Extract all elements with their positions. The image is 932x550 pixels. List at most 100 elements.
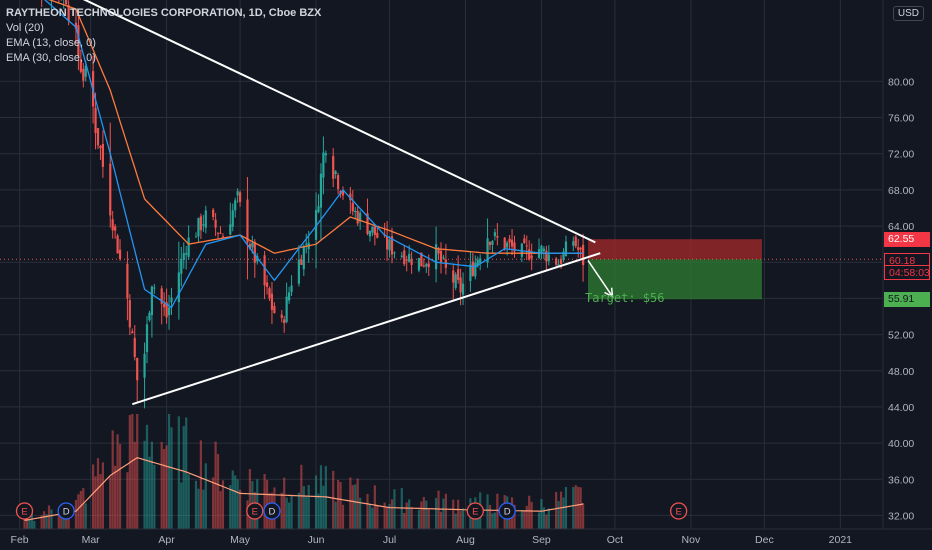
earnings-marker[interactable] [246,502,264,520]
volume-bar [559,491,563,529]
candle-body [148,312,151,321]
event-letter: D [63,507,70,518]
volume-bar [40,515,43,529]
earnings-marker[interactable] [466,502,484,520]
volume-bar [163,449,166,529]
candle-body [491,241,494,245]
dividend-marker[interactable] [498,502,516,520]
candle-body [547,254,550,262]
volume-bar [180,482,183,529]
x-tick-label: Mar [82,534,101,546]
volume-bar [368,503,372,529]
candle-body [434,244,438,270]
legend-ema13[interactable]: EMA (13, close, 0) [6,37,96,49]
candle-body [99,146,102,149]
volume-bar [427,509,430,529]
volume-bar [82,488,85,529]
candle-body [540,245,543,253]
candle-body [400,255,403,257]
candle-body [513,242,516,252]
trendline-lower[interactable] [131,252,601,406]
volume-bar [373,485,376,529]
candle-body [439,250,443,263]
volume-bar [332,470,335,529]
volume-bar [133,441,136,529]
candle-body [305,243,308,245]
volume-bar [385,507,389,529]
volume-bar [23,515,26,529]
candle-body [216,232,220,234]
candle-body [452,270,455,283]
earnings-marker[interactable] [15,502,34,520]
legend-ema30[interactable]: EMA (30, close, 0) [6,52,96,64]
volume-bar [523,510,526,529]
candle-body [297,259,301,284]
volume-bar [33,520,36,529]
currency-button[interactable]: USD [892,6,924,21]
take-profit-zone[interactable] [588,259,762,300]
volume-bar [574,485,577,529]
volume-ma-line [24,457,584,521]
candle-body [116,235,119,254]
volume-bar [434,497,438,529]
candle-body [187,237,190,257]
x-tick-label: 2021 [829,534,853,546]
candle-body [493,232,497,237]
candle-body [136,357,139,381]
volume-bar [555,491,558,529]
event-letter: D [504,507,511,518]
candle-body [510,239,514,247]
candle-body [94,107,97,134]
volume-bar [111,430,114,529]
volume-bar [371,507,374,529]
volume-bar [351,485,354,529]
candle-body [118,249,122,259]
volume-bar [520,510,523,529]
volume-bar [94,476,97,529]
candle-body [280,314,283,318]
event-letter: E [252,507,258,518]
candle-body [160,288,163,304]
trendline-upper[interactable] [66,0,596,244]
candle-body [390,236,394,255]
legend-volume[interactable]: Vol (20) [6,22,44,34]
volume-bar [307,485,310,529]
candle-body [300,259,303,265]
volume-bar [101,462,105,529]
x-tick-label: Nov [682,534,701,546]
dividend-marker[interactable] [263,502,281,520]
candle-body [525,245,528,247]
candle-body [359,212,362,222]
candle-body [562,251,565,260]
x-tick-label: Jun [308,534,325,546]
price-tag: 62.55 [884,231,930,247]
volume-bar [334,501,337,529]
candle-body [74,22,78,29]
candle-body [488,241,492,245]
volume-bar [236,479,239,529]
volume-bar [170,427,173,529]
dividend-marker[interactable] [57,502,75,520]
candle-body [167,307,171,316]
volume-bar [187,474,190,529]
candle-body [67,5,70,21]
target-arrow-head[interactable] [604,287,614,298]
volume-bar [557,501,560,529]
candle-body [368,230,372,237]
target-arrow-line[interactable] [587,260,614,298]
trendlines[interactable] [66,0,614,406]
volume-bar [74,499,78,529]
candle-body [461,283,465,295]
candle-body [79,59,82,72]
legend-title[interactable]: RAYTHEON TECHNOLOGIES CORPORATION, 1D, C… [6,7,322,19]
volume-bar [136,414,139,529]
volume-bar [366,493,369,529]
stop-loss-zone[interactable] [588,239,762,260]
earnings-marker[interactable] [670,502,688,520]
volume-bar [194,480,198,529]
target-annotation[interactable]: Target: $56 [585,291,664,305]
candle-body [334,171,337,174]
